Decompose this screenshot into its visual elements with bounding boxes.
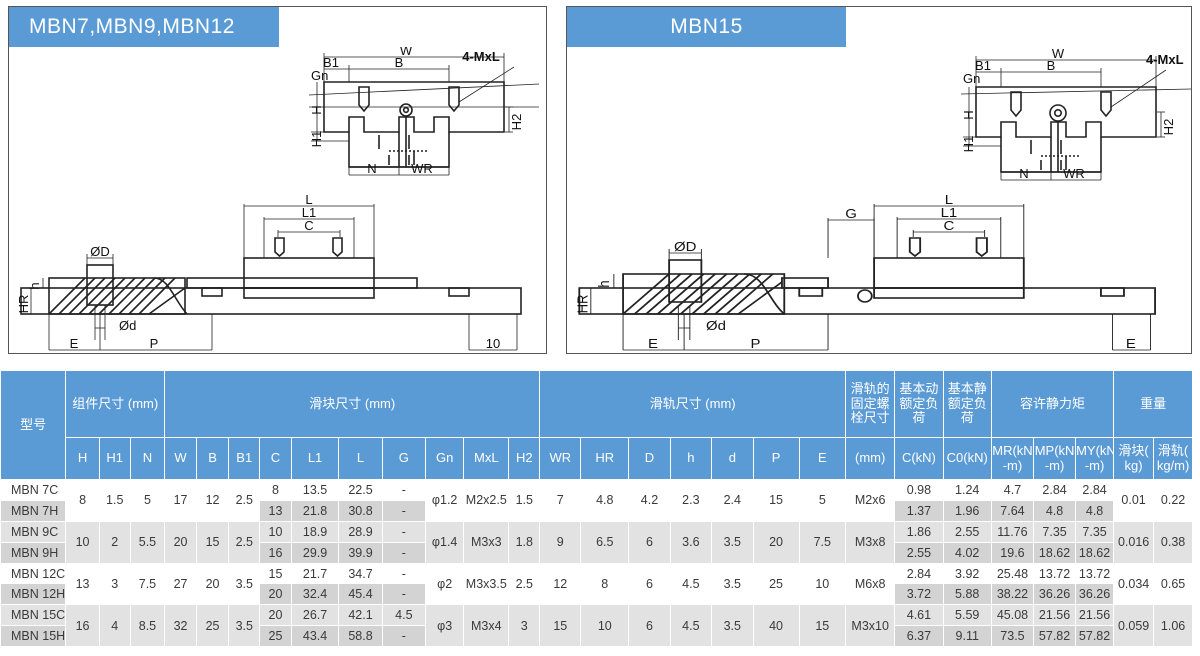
svg-text:WR: WR <box>1063 166 1085 181</box>
svg-text:h: h <box>595 280 612 287</box>
svg-text:HR: HR <box>577 295 591 314</box>
svg-text:Ød: Ød <box>706 318 726 333</box>
svg-text:Gn: Gn <box>963 71 980 86</box>
svg-text:ØD: ØD <box>90 244 110 259</box>
svg-text:E: E <box>1126 336 1136 351</box>
svg-text:H2: H2 <box>1161 119 1176 136</box>
svg-text:B: B <box>395 55 404 70</box>
svg-text:G: G <box>845 206 857 221</box>
svg-text:P: P <box>150 336 159 351</box>
svg-text:C: C <box>944 218 955 233</box>
svg-text:H2: H2 <box>509 114 524 131</box>
svg-text:Ød: Ød <box>119 318 136 333</box>
svg-text:10: 10 <box>486 336 500 351</box>
svg-text:WR: WR <box>411 161 433 176</box>
svg-text:H: H <box>961 110 976 119</box>
svg-text:E: E <box>648 336 658 351</box>
svg-text:E: E <box>70 336 79 351</box>
svg-text:H1: H1 <box>309 131 324 148</box>
svg-text:P: P <box>750 336 760 351</box>
svg-text:N: N <box>1019 166 1028 181</box>
svg-text:HR: HR <box>19 295 31 314</box>
svg-text:N: N <box>367 161 376 176</box>
svg-text:h: h <box>27 282 42 289</box>
svg-text:4-MxL: 4-MxL <box>1146 52 1184 67</box>
svg-text:H1: H1 <box>961 136 976 153</box>
svg-text:B: B <box>1047 58 1056 73</box>
svg-text:ØD: ØD <box>674 239 696 254</box>
svg-text:4-MxL: 4-MxL <box>462 49 500 64</box>
svg-text:H: H <box>309 105 324 114</box>
svg-text:C: C <box>304 218 313 233</box>
svg-text:Gn: Gn <box>311 68 328 83</box>
